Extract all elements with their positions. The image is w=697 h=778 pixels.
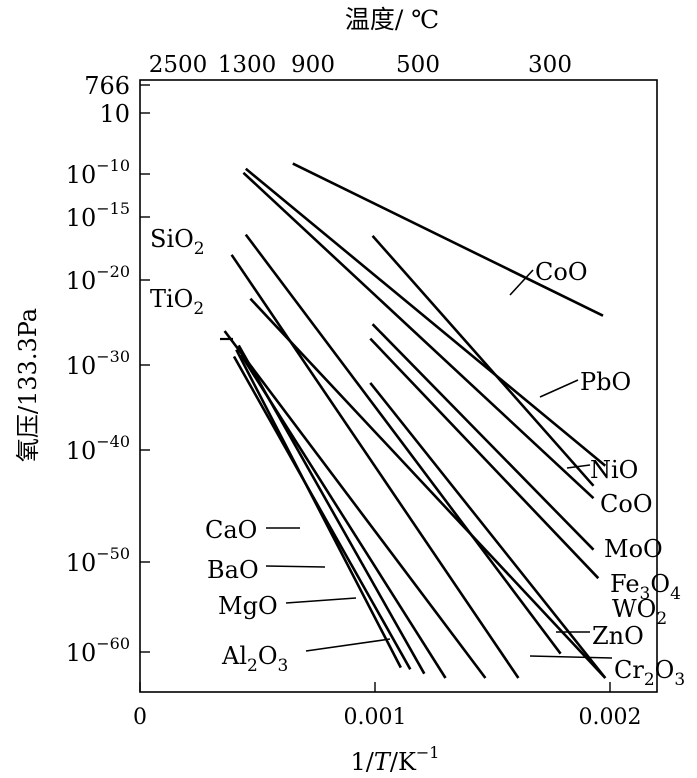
y-tick-label: 10−20 bbox=[66, 262, 130, 295]
y-axis-label: 氧压/133.3Pa bbox=[14, 308, 42, 462]
series-line-zno bbox=[249, 297, 607, 679]
annotation-label: TiO2 bbox=[150, 285, 204, 319]
top-tick-label: 900 bbox=[291, 52, 335, 78]
series-line-coo bbox=[292, 162, 604, 317]
x-tick-label: 0.001 bbox=[344, 705, 407, 730]
y-tick-label: 10−30 bbox=[66, 347, 130, 380]
series-line-bao bbox=[240, 354, 447, 679]
top-tick-label: 1300 bbox=[218, 52, 277, 78]
series-line-moo bbox=[371, 323, 595, 551]
bottom-axis: 0 0.001 0.002 1/T/K−1 bbox=[133, 682, 641, 776]
annotation-label: ZnO bbox=[592, 622, 644, 650]
series-line-tio2 bbox=[223, 330, 487, 679]
y-tick-label: 10−50 bbox=[66, 544, 130, 577]
y-tick-label: 10−40 bbox=[66, 432, 130, 465]
annotation-label: BaO bbox=[207, 556, 259, 584]
annotation-label: Cr2O3 bbox=[614, 656, 685, 690]
annotation-label: MoO bbox=[604, 535, 663, 563]
annotation-label: CoO bbox=[535, 258, 588, 286]
annotation-label: PbO bbox=[580, 368, 631, 396]
annotation-leader bbox=[265, 565, 326, 568]
series-line-pbo bbox=[244, 167, 607, 467]
annotation-label: Fe3O4 bbox=[610, 570, 681, 604]
annotation-leader bbox=[566, 464, 591, 469]
annotation-leader bbox=[285, 597, 357, 604]
y-tick-label: 10−15 bbox=[66, 199, 130, 232]
x-tick-label: 0.002 bbox=[579, 705, 642, 730]
top-axis: 温度/ ℃ 2500 1300 900 500 300 bbox=[149, 5, 572, 78]
top-tick-label: 2500 bbox=[149, 52, 208, 78]
series-line-cr2o3 bbox=[369, 382, 607, 679]
annotation-label: WO2 bbox=[612, 595, 667, 629]
series-line-nio bbox=[242, 171, 595, 500]
y-tick-label: 10−60 bbox=[66, 634, 130, 667]
plot-border bbox=[139, 79, 658, 693]
plot-frame bbox=[139, 79, 658, 693]
annotation-leader bbox=[539, 379, 579, 398]
annotation-label: Al2O3 bbox=[221, 642, 288, 676]
annotation-label: MgO bbox=[218, 592, 278, 620]
annotation-label: CaO bbox=[205, 516, 257, 544]
x-tick-label: 0 bbox=[133, 705, 147, 730]
series-line-fe3o4 bbox=[369, 337, 600, 580]
series-line-sio2 bbox=[230, 254, 520, 679]
annotation-label: CoO bbox=[600, 490, 653, 518]
annotation-label: NiO bbox=[590, 456, 638, 484]
y-tick-label: 10−10 bbox=[66, 156, 130, 189]
y-tick-label: 766 bbox=[84, 72, 130, 100]
top-axis-title: 温度/ ℃ bbox=[345, 5, 439, 34]
series-line-al2o3 bbox=[232, 355, 412, 670]
series-line-wo2 bbox=[244, 233, 562, 655]
top-tick-label: 500 bbox=[396, 52, 440, 78]
x-axis-label: 1/T/K−1 bbox=[351, 743, 440, 776]
annotation-label: SiO2 bbox=[150, 225, 205, 259]
y-tick-label: 10 bbox=[99, 100, 130, 128]
annotation-leader bbox=[529, 655, 613, 659]
annotation-leader bbox=[305, 638, 391, 652]
top-tick-label: 300 bbox=[528, 52, 572, 78]
series-lines bbox=[220, 162, 607, 679]
annotation-leader bbox=[509, 269, 534, 296]
series-line-coo bbox=[371, 235, 595, 487]
